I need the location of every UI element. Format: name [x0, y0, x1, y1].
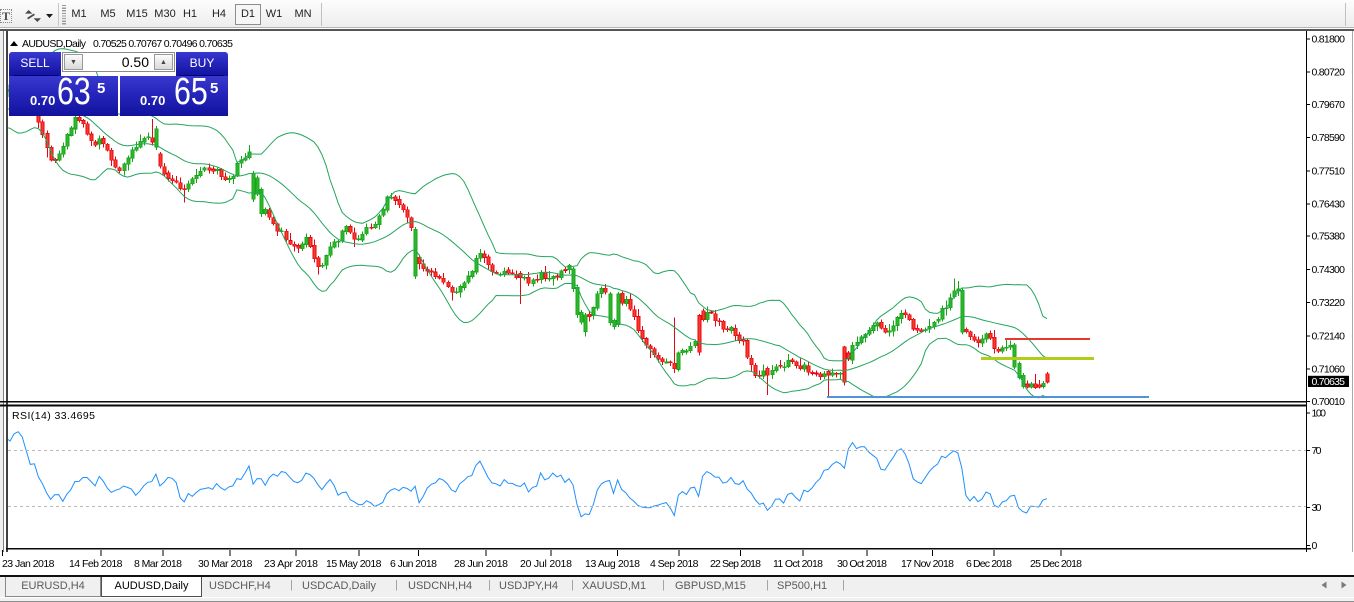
- svg-text:70: 70: [1312, 445, 1322, 457]
- svg-text:0.81800: 0.81800: [1312, 33, 1346, 45]
- svg-text:30 Oct 2018: 30 Oct 2018: [837, 558, 887, 570]
- svg-text:23 Apr 2018: 23 Apr 2018: [264, 558, 318, 570]
- svg-text:13 Aug 2018: 13 Aug 2018: [585, 558, 640, 570]
- svg-text:6 Dec 2018: 6 Dec 2018: [966, 558, 1012, 570]
- svg-text:0.73220: 0.73220: [1312, 297, 1346, 309]
- svg-text:11 Oct 2018: 11 Oct 2018: [773, 558, 823, 570]
- svg-text:0.70525 0.70767 0.70496 0.7063: 0.70525 0.70767 0.70496 0.70635: [93, 38, 233, 50]
- svg-text:25 Dec 2018: 25 Dec 2018: [1030, 558, 1082, 570]
- svg-text:0.71060: 0.71060: [1312, 364, 1346, 376]
- svg-text:0: 0: [1312, 540, 1318, 552]
- svg-text:0.72140: 0.72140: [1312, 330, 1346, 342]
- svg-text:0.80720: 0.80720: [1312, 67, 1346, 79]
- svg-text:0.77510: 0.77510: [1312, 165, 1346, 177]
- svg-text:100: 100: [1312, 408, 1327, 420]
- svg-text:30: 30: [1312, 502, 1322, 514]
- svg-text:0.70635: 0.70635: [1312, 376, 1346, 388]
- svg-text:30 Mar 2018: 30 Mar 2018: [198, 558, 253, 570]
- svg-text:15 May 2018: 15 May 2018: [326, 558, 382, 570]
- svg-text:23 Jan 2018: 23 Jan 2018: [2, 558, 55, 570]
- svg-text:20 Jul 2018: 20 Jul 2018: [520, 558, 572, 570]
- svg-text:28 Jun 2018: 28 Jun 2018: [454, 558, 508, 570]
- svg-text:0.78590: 0.78590: [1312, 132, 1346, 144]
- svg-text:0.70010: 0.70010: [1312, 396, 1346, 408]
- svg-text:0.79670: 0.79670: [1312, 99, 1346, 111]
- svg-text:22 Sep 2018: 22 Sep 2018: [710, 558, 761, 570]
- svg-text:0.76430: 0.76430: [1312, 199, 1346, 211]
- svg-text:4 Sep 2018: 4 Sep 2018: [650, 558, 699, 570]
- svg-text:0.74300: 0.74300: [1312, 264, 1346, 276]
- svg-text:17 Nov 2018: 17 Nov 2018: [901, 558, 954, 570]
- svg-text:14 Feb 2018: 14 Feb 2018: [69, 558, 123, 570]
- svg-text:RSI(14) 33.4695: RSI(14) 33.4695: [12, 410, 95, 422]
- svg-text:6 Jun 2018: 6 Jun 2018: [390, 558, 437, 570]
- svg-text:8 Mar 2018: 8 Mar 2018: [134, 558, 182, 570]
- svg-text:0.75380: 0.75380: [1312, 231, 1346, 243]
- svg-text:AUDUSD,Daily: AUDUSD,Daily: [22, 38, 87, 50]
